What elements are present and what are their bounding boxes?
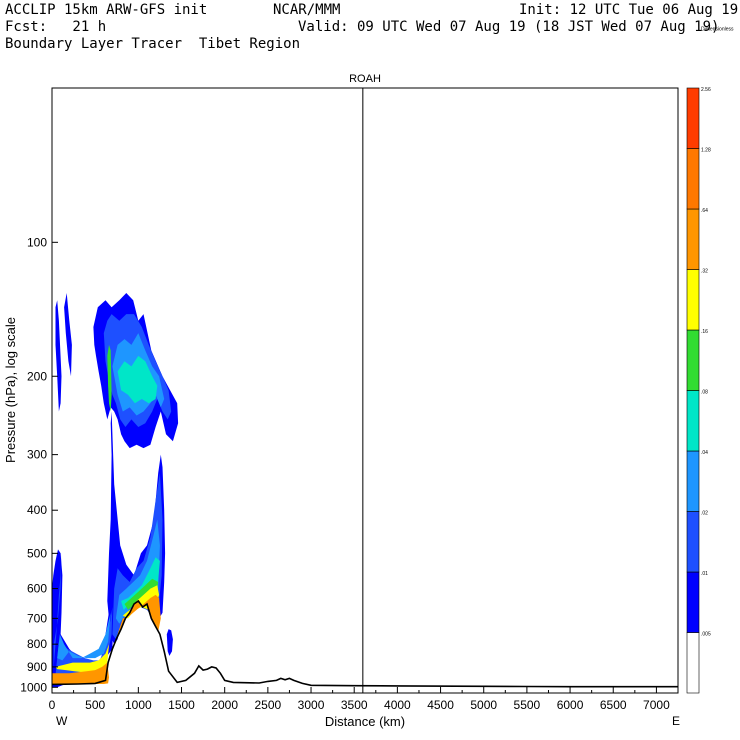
x-tick-label: 1500 <box>168 698 195 712</box>
west-label: W <box>56 714 68 728</box>
colorbar-label: .005 <box>701 632 711 638</box>
colorbar-swatch <box>686 208 700 270</box>
header-line3-left: Boundary Layer Tracer Tibet Region <box>5 36 301 52</box>
x-tick-label: 1000 <box>125 698 152 712</box>
colorbar-label: Dimensionless <box>701 27 734 33</box>
colorbar-label: 2.56 <box>701 87 711 93</box>
y-tick-label: 900 <box>27 660 47 674</box>
colorbar-swatch <box>686 632 700 694</box>
header-line2-left: Fcst: 21 h <box>5 19 107 35</box>
header-line2-right: Valid: 09 UTC Wed 07 Aug 19 (18 JST Wed … <box>298 19 720 35</box>
y-tick-label: 300 <box>27 448 47 462</box>
header-line1-right: Init: 12 UTC Tue 06 Aug 19 <box>519 2 739 18</box>
y-tick-label: 800 <box>27 637 47 651</box>
colorbar-label: .08 <box>701 390 708 396</box>
colorbar-swatch <box>686 390 700 452</box>
plot-frame <box>51 87 679 694</box>
x-tick-label: 5500 <box>514 698 541 712</box>
colorbar-label: .04 <box>701 450 708 456</box>
header-line1-mid: NCAR/MMM <box>273 2 341 18</box>
header-line1-left: ACCLIP 15km ARW-GFS init <box>5 2 208 18</box>
y-tick-label: 400 <box>27 503 47 517</box>
chart-title: ROAH <box>349 73 381 85</box>
x-tick-label: 3000 <box>298 698 325 712</box>
tracer-field <box>52 662 109 685</box>
colorbar-swatch <box>686 450 700 512</box>
colorbar-label: 1.28 <box>701 148 711 154</box>
colorbar-swatch <box>686 87 700 149</box>
tracer-field <box>53 553 62 667</box>
y-tick-label: 100 <box>27 235 47 249</box>
colorbar-label: .32 <box>701 269 708 275</box>
x-tick-label: 2000 <box>211 698 238 712</box>
x-axis-label: Distance (km) <box>325 714 405 729</box>
y-tick-label: 200 <box>27 369 47 383</box>
tracer-field <box>55 607 113 678</box>
colorbar-swatch <box>686 329 700 391</box>
y-tick-label: 700 <box>27 611 47 625</box>
y-tick-label: 600 <box>27 582 47 596</box>
x-tick-label: 500 <box>85 698 105 712</box>
x-tick-label: 4500 <box>427 698 454 712</box>
tracer-field <box>55 644 109 673</box>
x-tick-label: 5000 <box>470 698 497 712</box>
y-tick-label: 500 <box>27 546 47 560</box>
y-tick-label: 1000 <box>20 680 47 694</box>
colorbar-label: .16 <box>701 329 708 335</box>
x-tick-label: 6000 <box>557 698 584 712</box>
tracer-field <box>55 300 62 412</box>
x-tick-label: 2500 <box>255 698 282 712</box>
colorbar-label: .01 <box>701 571 708 577</box>
tracer-field <box>57 612 111 661</box>
colorbar-label: .02 <box>701 511 708 517</box>
colorbar-swatch <box>686 511 700 573</box>
x-tick-label: 0 <box>49 698 56 712</box>
y-axis-label: Pressure (hPa), log scale <box>3 317 18 463</box>
tracer-field <box>64 293 72 377</box>
colorbar-swatch <box>686 269 700 331</box>
x-tick-label: 4000 <box>384 698 411 712</box>
colorbar-swatch <box>686 571 700 633</box>
tracer-field <box>107 344 112 412</box>
tracer-field <box>166 629 173 656</box>
east-label: E <box>672 714 680 728</box>
x-tick-label: 6500 <box>600 698 627 712</box>
colorbar-swatch <box>686 148 700 210</box>
tracer-field <box>117 355 158 404</box>
colorbar-label: .64 <box>701 208 708 214</box>
terrain-line <box>51 599 678 688</box>
x-tick-label: 7000 <box>643 698 670 712</box>
x-tick-label: 3500 <box>341 698 368 712</box>
